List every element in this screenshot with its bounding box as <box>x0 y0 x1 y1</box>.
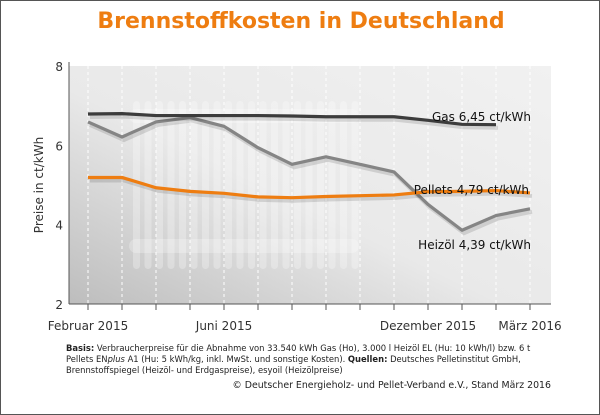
radiator-fin <box>202 101 209 269</box>
radiator-fin <box>190 101 198 269</box>
x-tick-label: Juni 2015 <box>195 319 252 333</box>
radiator-fin <box>156 101 163 269</box>
line-chart: 2 4 6 8 Februar 2015 Juni 2015 Dezember 2015 Mä… <box>32 60 562 333</box>
series-shadow <box>89 114 499 130</box>
radiator-fin <box>236 101 244 269</box>
y-tick-label: 6 <box>55 139 63 153</box>
radiator-fin <box>328 101 336 269</box>
y-tick-label: 8 <box>55 60 63 74</box>
basis-label: Basis: <box>66 343 95 353</box>
series-line-heizöl <box>87 115 531 232</box>
radiator-fin <box>133 101 140 269</box>
basis-text-2: A1 (Hu: 5 kWh/kg, inkl. MwSt. und sonsti… <box>124 354 348 364</box>
sources-label: Quellen: <box>347 354 388 364</box>
radiator-fin <box>179 101 186 269</box>
radiator-fin <box>294 101 301 269</box>
copyright: © Deutscher Energieholz- und Pellet-Verb… <box>232 380 551 391</box>
footnote: Basis: Verbraucherpreise für die Abnahme… <box>66 343 556 376</box>
x-tick-label: März 2016 <box>498 319 561 333</box>
radiator-fin <box>259 101 267 269</box>
series-shadow <box>90 178 533 203</box>
radiator-fin <box>351 101 359 269</box>
series-line-pellets <box>88 175 531 200</box>
series-label-gas: Gas 6,45 ct/kWh <box>432 110 531 124</box>
series-label-pellets: Pellets 4,79 ct/kWh <box>414 183 529 197</box>
radiator-fin <box>317 101 324 269</box>
sources-text: Deutsches Pelletinstitut GmbH, Brennstof… <box>66 354 521 375</box>
radiator-bar <box>129 239 359 253</box>
radiator-fin <box>340 101 347 269</box>
x-tick-label: Februar 2015 <box>48 319 128 333</box>
y-tick-label: 2 <box>55 298 63 312</box>
radiator-fin <box>225 101 232 269</box>
radiator-fin <box>213 101 221 269</box>
chart-title: Brennstoffkosten in Deutschland <box>97 9 505 34</box>
basis-text: Verbraucherpreise für die Abnahme von 33… <box>66 343 531 364</box>
y-axis-label: Preise in ct/kWh <box>32 137 46 233</box>
radiator-fin <box>282 101 290 269</box>
series-label-heizöl: Heizöl 4,39 ct/kWh <box>418 238 531 252</box>
radiator-fin <box>305 101 313 269</box>
y-tick-label: 4 <box>55 219 63 233</box>
plus-text: plus <box>107 354 125 364</box>
x-tick-label: Dezember 2015 <box>380 319 476 333</box>
radiator-fin <box>271 101 278 269</box>
series-line-gas <box>87 111 497 127</box>
radiator-fin <box>167 101 175 269</box>
